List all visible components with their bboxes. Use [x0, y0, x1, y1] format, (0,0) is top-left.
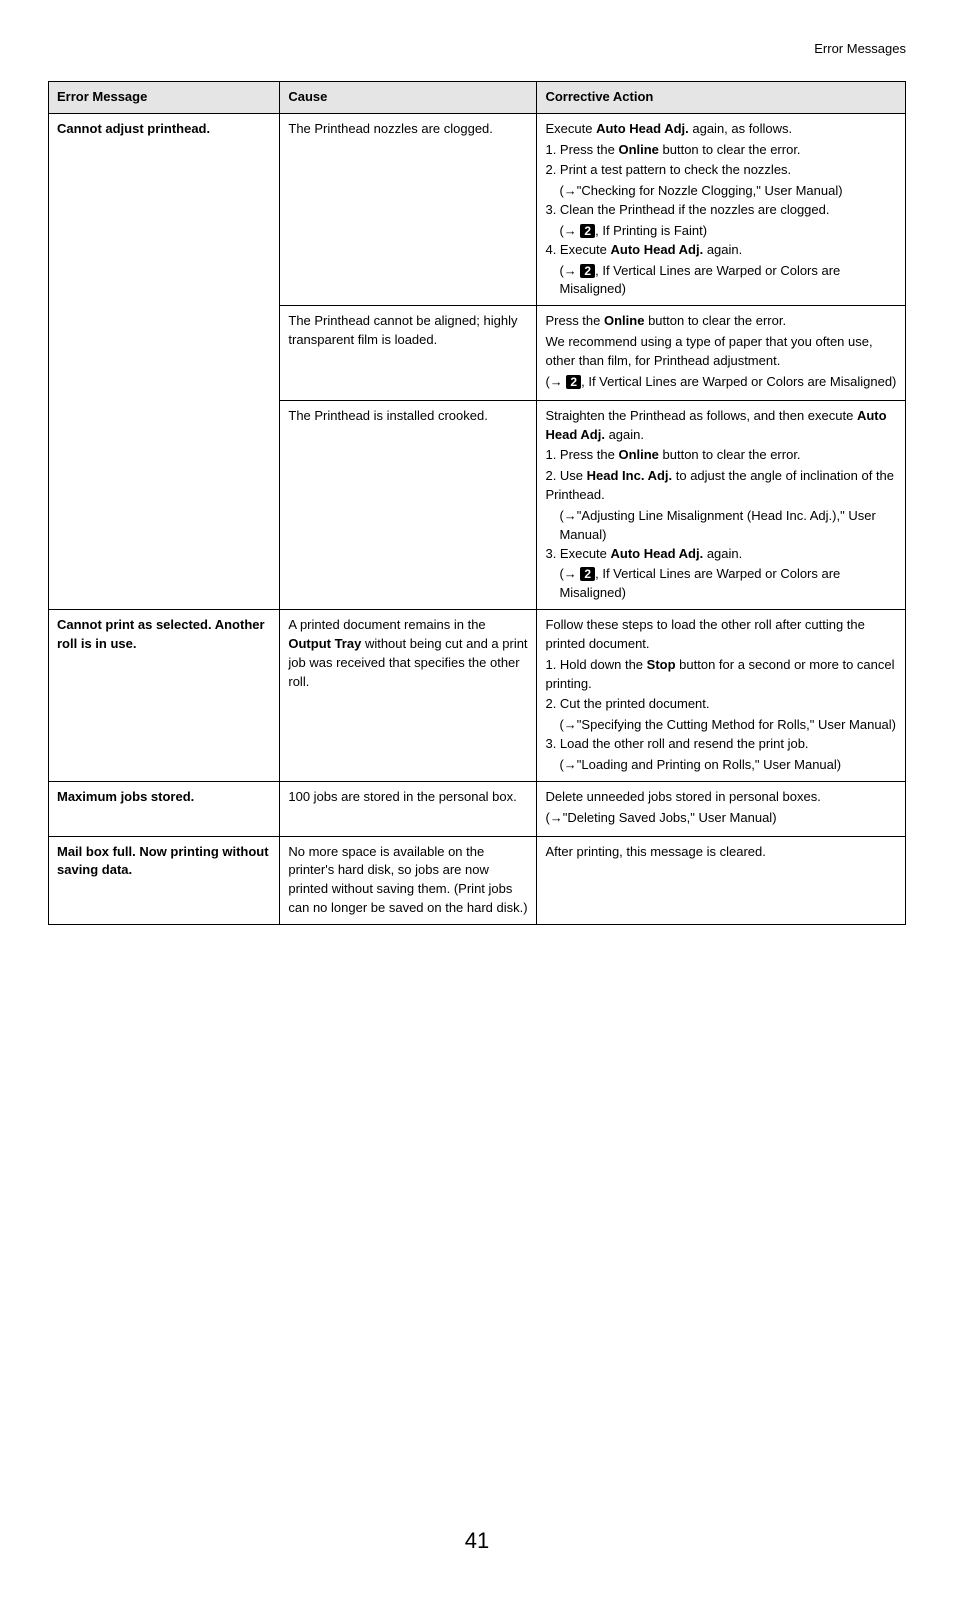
cause: 100 jobs are stored in the personal box. [280, 781, 537, 836]
action: Press the Online button to clear the err… [537, 306, 906, 400]
col-corrective-action: Corrective Action [537, 81, 906, 113]
error-table: Error Message Cause Corrective Action Ca… [48, 81, 906, 925]
ref-icon: 2 [580, 264, 595, 278]
cause: A printed document remains in the Output… [280, 610, 537, 782]
cause: No more space is available on the printe… [280, 836, 537, 924]
ref-icon: 2 [566, 375, 581, 389]
col-error-message: Error Message [49, 81, 280, 113]
page-number: 41 [48, 1525, 906, 1557]
table-row: Maximum jobs stored. 100 jobs are stored… [49, 781, 906, 836]
err-msg: Maximum jobs stored. [49, 781, 280, 836]
err-msg: Cannot adjust printhead. [49, 113, 280, 609]
cause: The Printhead nozzles are clogged. [280, 113, 537, 306]
err-msg: Mail box full. Now printing without savi… [49, 836, 280, 924]
action: Straighten the Printhead as follows, and… [537, 400, 906, 609]
cause: The Printhead is installed crooked. [280, 400, 537, 609]
ref-icon: 2 [580, 224, 595, 238]
cause: The Printhead cannot be aligned; highly … [280, 306, 537, 400]
action: Execute Auto Head Adj. again, as follows… [537, 113, 906, 306]
table-row: Cannot adjust printhead. The Printhead n… [49, 113, 906, 306]
table-row: Cannot print as selected. Another roll i… [49, 610, 906, 782]
err-msg: Cannot print as selected. Another roll i… [49, 610, 280, 782]
page-header: Error Messages [48, 40, 906, 59]
ref-icon: 2 [580, 567, 595, 581]
col-cause: Cause [280, 81, 537, 113]
action: Delete unneeded jobs stored in personal … [537, 781, 906, 836]
action: Follow these steps to load the other rol… [537, 610, 906, 782]
action: After printing, this message is cleared. [537, 836, 906, 924]
table-row: Mail box full. Now printing without savi… [49, 836, 906, 924]
